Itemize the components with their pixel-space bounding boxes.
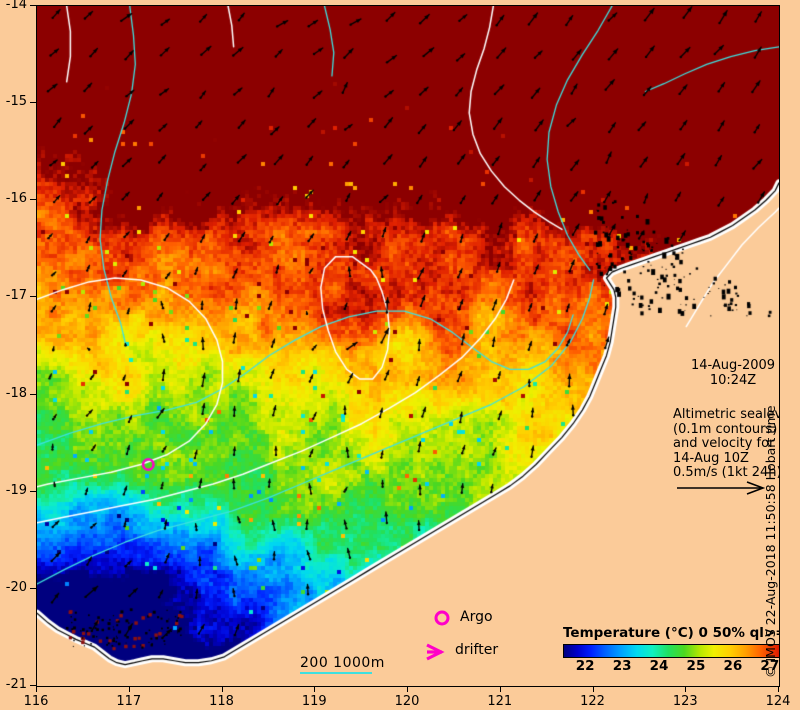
y-axis-tick-label: -18: [5, 385, 27, 401]
y-axis-tick-label: -16: [5, 191, 27, 207]
x-tick-mark: [221, 686, 223, 692]
x-tick-mark: [36, 686, 37, 692]
x-tick-mark: [592, 686, 594, 692]
colorbar-tick-label: 23: [612, 658, 632, 674]
drifter-arrow-icon: [426, 643, 445, 661]
colorbar-tick-label: 22: [575, 658, 595, 674]
colorbar-tick-label: 25: [686, 658, 706, 674]
bathymetry-scale-label: 200 1000m: [300, 655, 385, 671]
argo-circle-icon: [434, 610, 450, 626]
y-tick-mark: [30, 587, 36, 589]
colorbar-title: Temperature (°C) 0 50% ql>=4: [563, 625, 780, 641]
x-tick-mark: [499, 686, 501, 692]
velocity-reference-arrow: [677, 481, 766, 495]
x-axis-tick-label: 117: [116, 694, 142, 709]
colorbar-tick-label: 24: [649, 658, 669, 674]
x-axis-tick-label: 120: [394, 694, 420, 709]
x-axis-tick-label: 123: [672, 694, 698, 709]
y-tick-mark: [30, 5, 36, 6]
x-axis-tick-label: 116: [23, 694, 49, 709]
y-axis-tick-label: -15: [5, 94, 27, 110]
x-tick-mark: [685, 686, 687, 692]
y-axis-tick-label: -14: [5, 0, 27, 12]
x-axis-tick-label: 121: [487, 694, 513, 709]
y-tick-mark: [30, 199, 36, 201]
x-axis-tick-label: 119: [301, 694, 327, 709]
x-axis-tick-label: 122: [580, 694, 605, 709]
legend-item-drifter: drifter: [425, 642, 498, 661]
bathymetry-scale-rule: [300, 672, 372, 674]
map-overlay-layer: [37, 6, 779, 686]
temperature-colorbar: Temperature (°C) 0 50% ql>=4 22 23 24 25 26 2…: [563, 625, 780, 676]
y-tick-mark: [30, 393, 36, 395]
altimetry-note: Altimetric sealevel (0.1m contours) and …: [673, 407, 780, 480]
legend-item-argo: Argo: [432, 609, 493, 628]
y-tick-mark: [30, 102, 36, 104]
y-axis-tick-label: -21: [5, 677, 27, 692]
x-tick-mark: [778, 686, 779, 692]
date-stamp-line1: 14-Aug-2009: [690, 358, 776, 373]
date-stamp: 14-Aug-2009 10:24Z: [673, 358, 779, 388]
colorbar-tick-label: 27: [760, 658, 780, 674]
y-axis-tick-label: -20: [5, 579, 27, 595]
colorbar-gradient: [563, 644, 779, 658]
y-tick-mark: [30, 490, 36, 492]
x-axis-tick-label: 124: [765, 694, 791, 709]
x-tick-mark: [407, 686, 408, 692]
credit-label: © IMOS 22-Aug-2018 11:50:58 Hobart time: [763, 405, 778, 678]
x-axis-tick-label: 118: [209, 694, 234, 709]
argo-legend-label: Argo: [460, 609, 493, 625]
y-tick-mark: [30, 296, 36, 298]
colorbar-tick-labels: 22 23 24 25 26 27: [563, 658, 780, 676]
x-tick-mark: [128, 686, 130, 692]
y-axis-tick-label: -19: [5, 482, 27, 498]
credit-text: © IMOS 22-Aug-2018 11:50:58 Hobart time: [763, 378, 800, 678]
drifter-legend-label: drifter: [455, 642, 499, 658]
bathymetry-scale: 200 1000m: [300, 655, 385, 674]
y-tick-mark: [30, 685, 36, 686]
x-tick-mark: [314, 686, 316, 692]
y-axis-tick-label: -17: [5, 288, 27, 304]
date-stamp-line2: 10:24Z: [709, 373, 757, 388]
colorbar-tick-label: 26: [723, 658, 743, 674]
